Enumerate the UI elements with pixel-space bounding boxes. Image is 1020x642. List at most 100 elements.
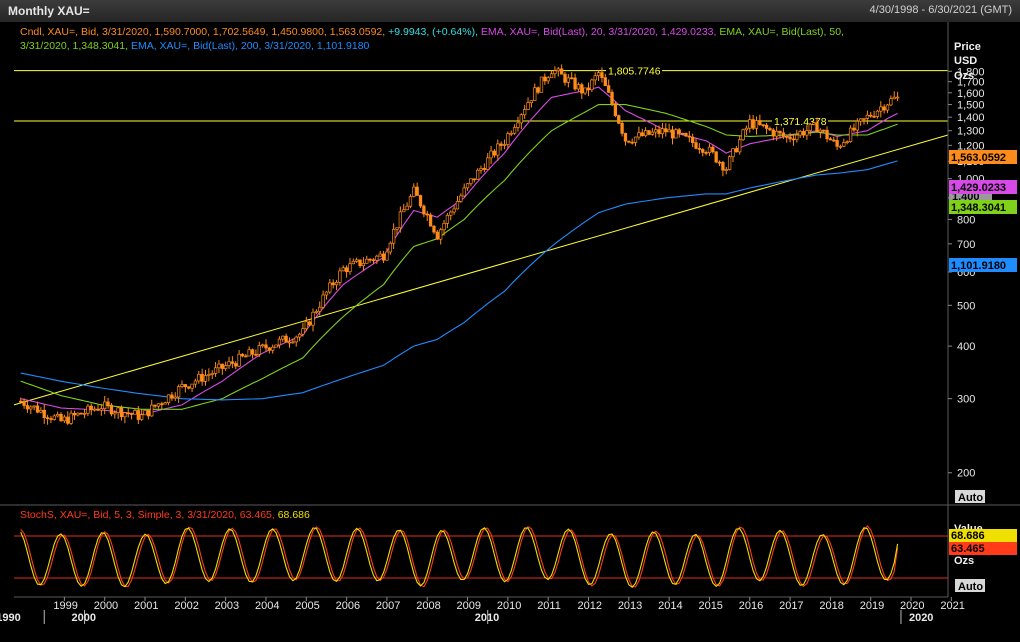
candle-body xyxy=(153,404,157,407)
candle-body xyxy=(526,102,530,110)
candle-body xyxy=(224,365,228,369)
candle-body xyxy=(764,124,769,129)
candle-body xyxy=(879,106,883,112)
candle-body xyxy=(459,195,463,202)
hline-label-bg xyxy=(606,63,662,77)
candle-body xyxy=(422,205,426,215)
candle-body xyxy=(701,149,705,153)
auto-button-lower[interactable]: Auto xyxy=(958,581,983,593)
candle-body xyxy=(318,306,322,312)
candle-body xyxy=(469,178,473,185)
candle-body xyxy=(385,251,389,261)
candle-body xyxy=(291,341,295,344)
x-axis-ticks: 1999 2000 2001 2002 2003 2004 2005 2006 2007 2008… xyxy=(0,597,965,624)
candle-body xyxy=(365,258,369,264)
candle-body xyxy=(418,195,423,207)
chart-background xyxy=(0,22,1020,642)
candle-body xyxy=(664,128,668,133)
candle-body xyxy=(311,311,315,326)
x-tick-label: 2014 xyxy=(658,600,682,612)
candle-body xyxy=(586,87,591,91)
candle-body xyxy=(556,68,560,72)
candle-body xyxy=(734,148,738,153)
close-tag-box xyxy=(949,150,1017,164)
candle-body xyxy=(633,136,638,143)
candle-body xyxy=(549,73,554,79)
candle-body xyxy=(203,375,208,382)
candle-body xyxy=(637,132,641,138)
candle-body xyxy=(865,114,870,119)
candle-body xyxy=(425,213,429,216)
candle-body xyxy=(59,413,63,422)
candle-body xyxy=(116,407,120,414)
x-tick-label: 1999 xyxy=(53,600,77,612)
legend-candle: Cndl, XAU=, Bid, 3/31/2020, 1,590.7000, … xyxy=(20,26,844,38)
candle-body xyxy=(748,119,752,129)
candle-body xyxy=(119,407,124,418)
ema50-tag: 1,348.3041 xyxy=(951,202,1006,214)
y-axis-header-currency: USD xyxy=(954,55,977,67)
candle-body xyxy=(150,404,154,417)
candle-body xyxy=(801,131,806,136)
auto-button-lower-box[interactable] xyxy=(955,579,985,592)
stoch-d-tag-box xyxy=(949,529,1017,542)
candle-body xyxy=(344,267,349,273)
candle-body xyxy=(321,294,325,308)
ema-line-1 xyxy=(20,86,898,416)
candle-body xyxy=(271,346,275,351)
candle-body xyxy=(348,263,352,273)
price-chart-svg[interactable]: 1,805.7746 1,371.4378 Cndl, XAU=, Bid, 3/… xyxy=(0,22,1020,642)
candle-body xyxy=(576,84,581,90)
y-tick-label: 400 xyxy=(957,341,975,353)
candle-body xyxy=(512,127,517,134)
candle-body xyxy=(213,367,218,374)
candle-body xyxy=(156,403,161,407)
auto-button-upper-box[interactable] xyxy=(955,490,985,503)
candle-body xyxy=(328,282,332,293)
candle-body xyxy=(559,68,564,75)
candle-body xyxy=(610,91,614,105)
candle-body xyxy=(402,209,406,213)
close-tag: 1,563.0592 xyxy=(951,152,1006,164)
candle-body xyxy=(207,374,211,376)
x-tick-label: 2000 xyxy=(94,600,118,612)
candle-body xyxy=(680,132,685,135)
candle-body xyxy=(620,122,624,134)
candle-body xyxy=(183,384,187,388)
x-tick-label: 2004 xyxy=(255,600,279,612)
candle-body xyxy=(724,169,728,171)
candle-body xyxy=(502,144,507,146)
y-tick-label: 500 xyxy=(957,300,975,312)
chart-title-bar: Monthly XAU= 4/30/1998 - 6/30/2021 (GMT) xyxy=(0,0,1020,23)
x-tick-label: 2006 xyxy=(336,600,360,612)
candle-body xyxy=(832,139,836,142)
candle-body xyxy=(334,282,339,286)
candle-body xyxy=(314,311,319,313)
candle-body xyxy=(590,79,594,91)
candle-body xyxy=(475,169,480,180)
candle-body xyxy=(368,258,372,261)
candle-body xyxy=(828,138,833,141)
candle-body xyxy=(123,412,127,418)
candle-body xyxy=(892,96,896,100)
candle-body xyxy=(835,140,839,147)
candle-body xyxy=(109,404,114,415)
y-tick-label: 1,300 xyxy=(957,126,985,138)
candle-body xyxy=(657,129,661,135)
candle-body xyxy=(643,130,648,137)
candle-body xyxy=(741,129,745,141)
candle-body xyxy=(388,242,392,253)
candle-body xyxy=(294,336,298,343)
candle-body xyxy=(529,100,534,104)
lower-header-unit: Ozs xyxy=(954,555,974,567)
candle-body xyxy=(519,114,523,124)
ema-line-2 xyxy=(20,104,898,410)
auto-button-upper[interactable]: Auto xyxy=(958,492,983,504)
candle-body xyxy=(82,412,87,415)
candle-body xyxy=(113,412,117,415)
candle-body xyxy=(341,267,345,272)
candle-body xyxy=(738,139,742,153)
candle-body xyxy=(717,161,722,164)
candle-body xyxy=(442,222,446,231)
